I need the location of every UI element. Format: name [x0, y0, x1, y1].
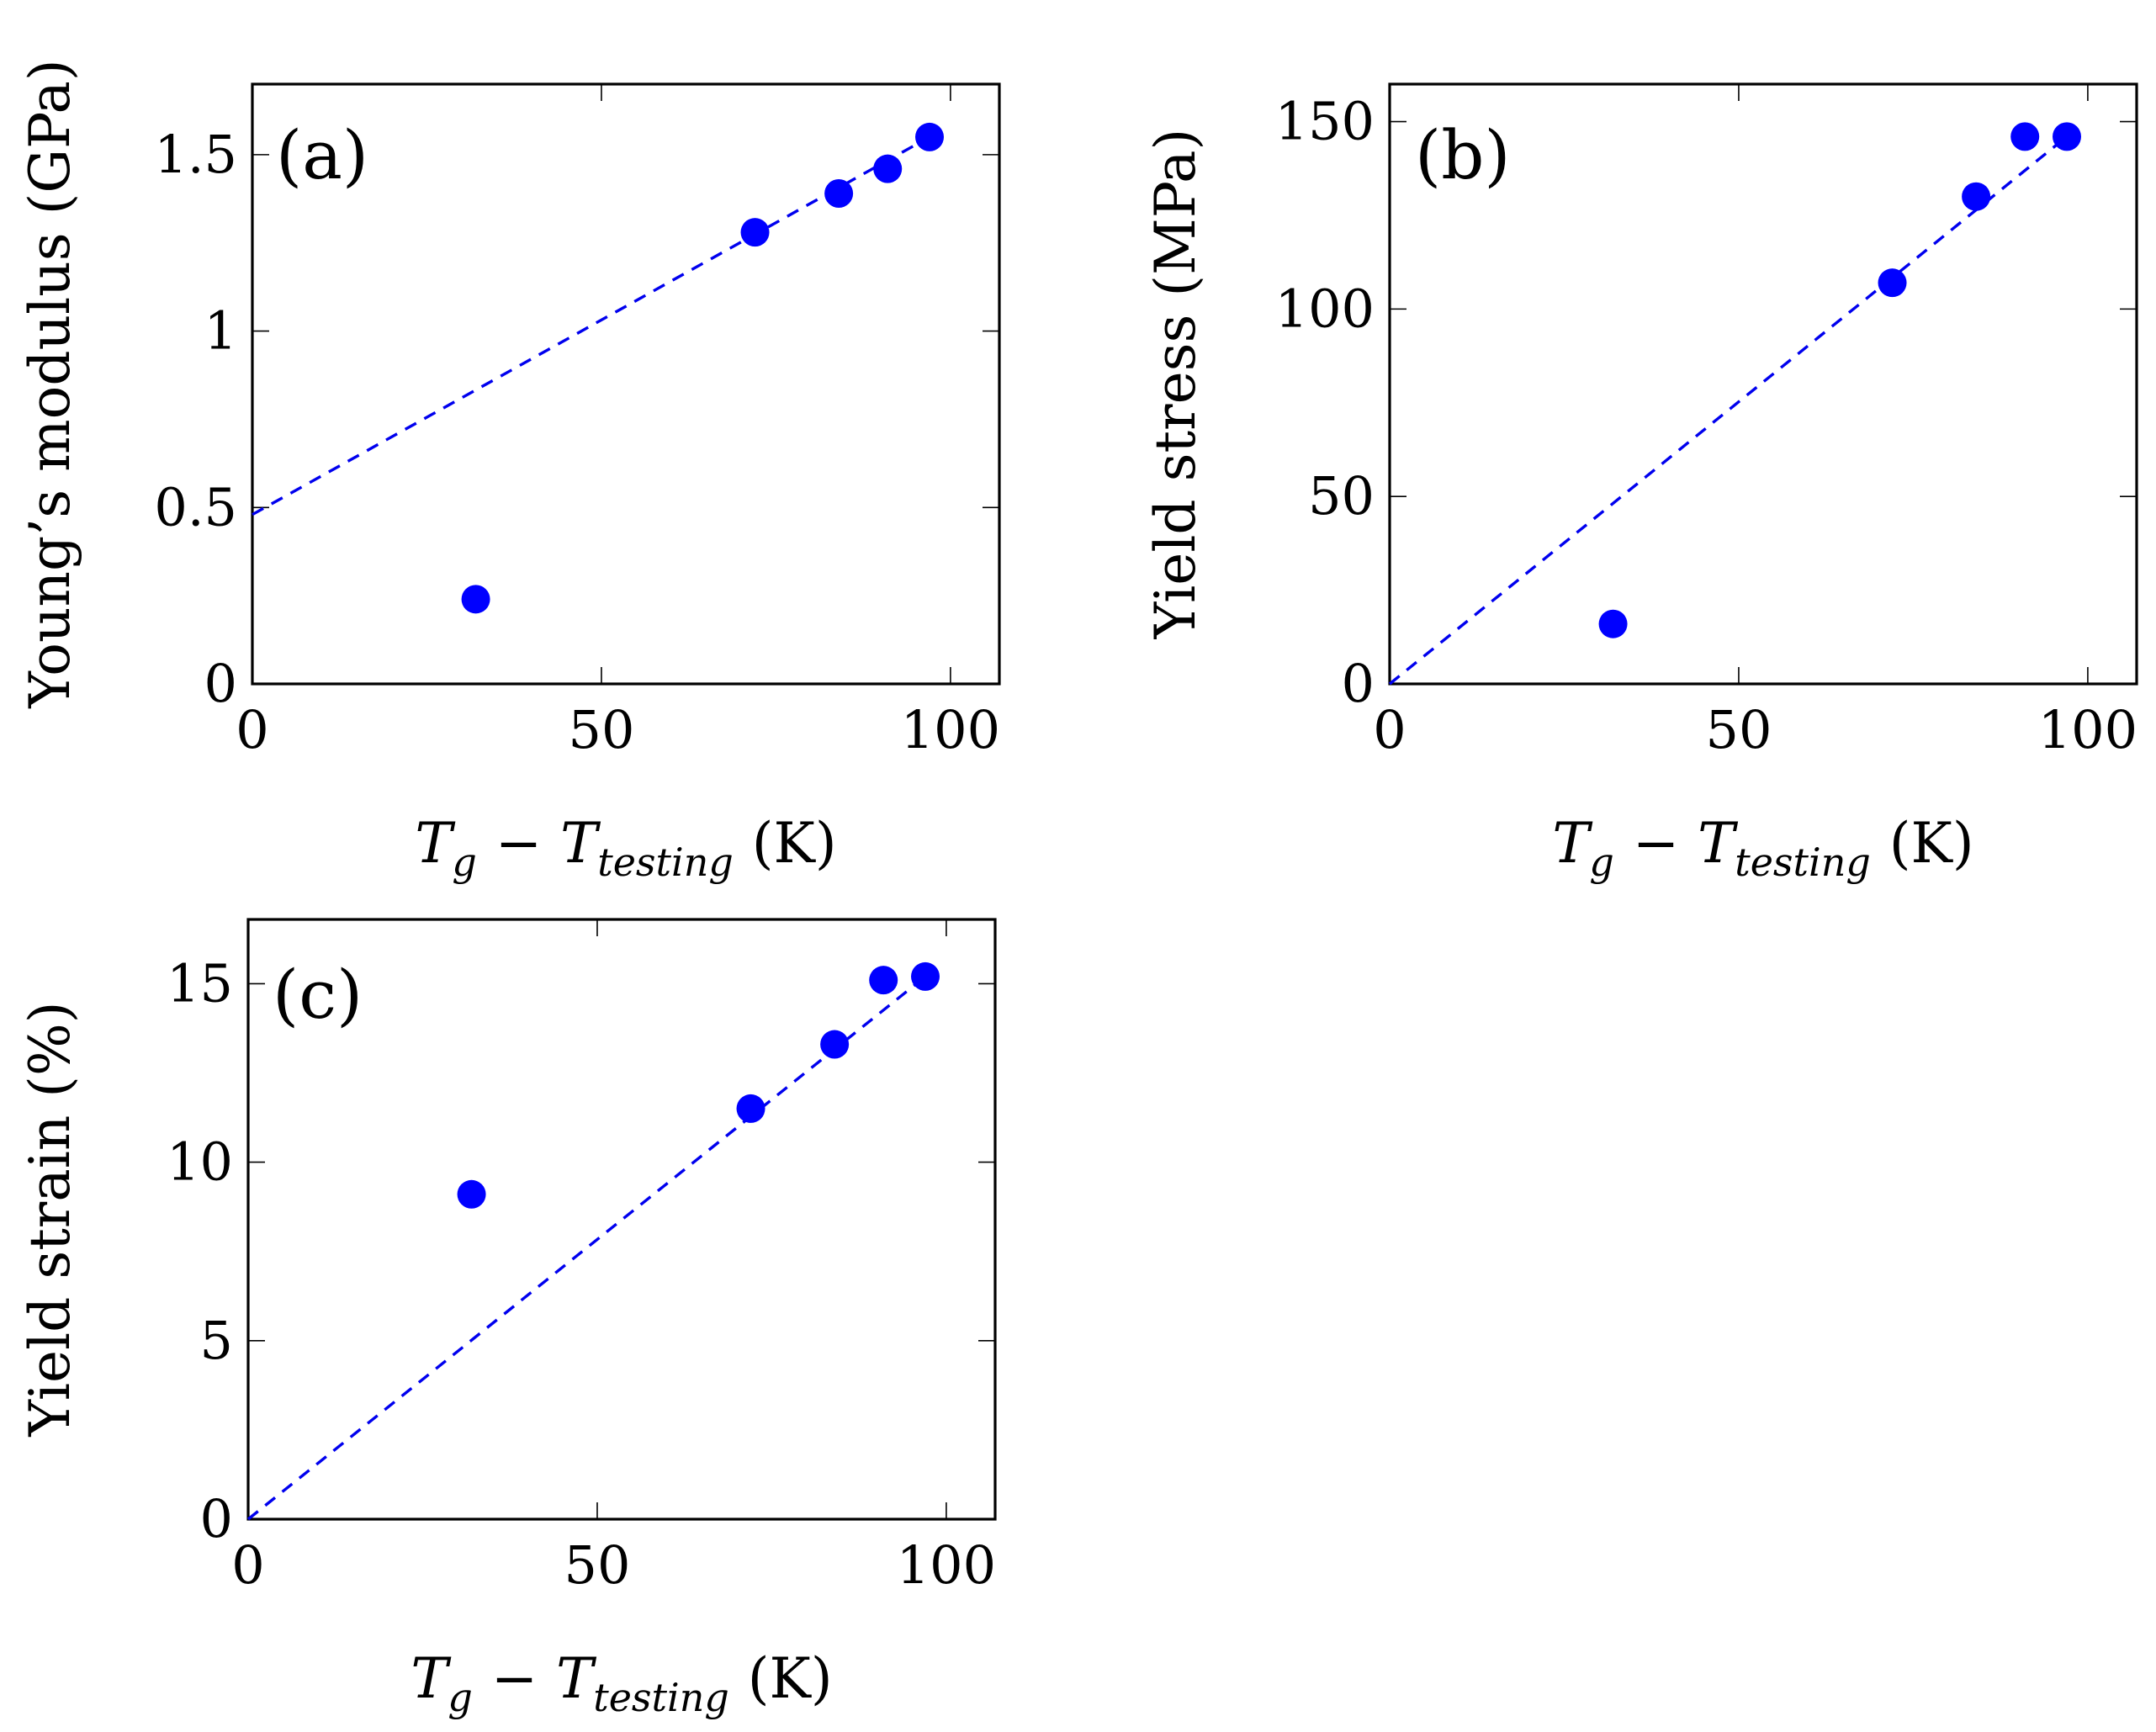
x-tick-label: 100	[897, 1534, 996, 1596]
panel-a: 0 50 100 0 0.5 1 1.5 (a) Tg − Ttesting (K) Young’…	[18, 59, 1001, 885]
x-tick-label: 100	[2038, 699, 2137, 760]
data-point	[820, 1030, 850, 1059]
plot-frame	[246, 918, 997, 1521]
y-tick-label: 0	[200, 1488, 233, 1549]
data-point	[873, 154, 903, 183]
fit-line	[1388, 135, 2069, 686]
x-tick-label: 50	[564, 1534, 631, 1596]
x-tick-label: 0	[1373, 699, 1406, 760]
data-point	[2010, 122, 2040, 151]
data-point	[1598, 609, 1628, 638]
x-axis-label: Tg − Ttesting (K)	[1552, 811, 1973, 885]
y-tick-label: 50	[1308, 465, 1375, 527]
data-point	[461, 585, 490, 614]
data-point	[2053, 122, 2082, 151]
data-point	[915, 122, 945, 151]
data-point	[824, 179, 854, 209]
x-tick-label: 0	[236, 699, 268, 760]
y-tick-label: 1.5	[154, 124, 237, 185]
x-tick-label: 100	[901, 699, 1000, 760]
y-tick-label: 10	[167, 1131, 233, 1193]
panel-label: (a)	[276, 116, 368, 194]
data-point	[911, 961, 940, 991]
data-point	[1878, 268, 1907, 298]
x-axis-label: Tg − Ttesting (K)	[411, 1646, 832, 1720]
y-tick-label: 1	[204, 300, 237, 362]
plot-frame	[251, 82, 1001, 686]
panel-c: 0 50 100 0 5 10 15 (c) Tg − Ttesting (K) Yield st…	[18, 918, 997, 1720]
y-tick-label: 150	[1275, 91, 1375, 152]
y-tick-label: 100	[1275, 278, 1375, 339]
y-tick-label: 15	[167, 952, 233, 1014]
data-point	[736, 1094, 765, 1123]
panel-label: (c)	[273, 956, 363, 1034]
y-axis-label: Young’s modulus (GPa)	[18, 59, 82, 708]
data-point	[457, 1179, 486, 1209]
plot-frame	[1388, 82, 2138, 686]
fit-line	[252, 135, 930, 516]
panel-label: (b)	[1415, 116, 1511, 194]
x-tick-label: 0	[231, 1534, 264, 1596]
y-tick-label: 0	[1342, 653, 1375, 714]
y-axis-label: Yield strain (%)	[18, 1001, 82, 1437]
data-point	[869, 966, 898, 995]
x-tick-label: 50	[569, 699, 635, 760]
y-tick-label: 5	[200, 1310, 233, 1371]
data-point	[1962, 182, 1991, 211]
x-tick-label: 50	[1706, 699, 1772, 760]
panel-b: 0 50 100 0 50 100 150 (b) Tg − Ttesting (K) Yield…	[1143, 82, 2138, 885]
y-tick-label: 0	[204, 653, 237, 714]
y-tick-label: 0.5	[154, 476, 237, 538]
data-point	[740, 218, 770, 247]
y-axis-label: Yield stress (MPa)	[1143, 129, 1208, 640]
x-axis-label: Tg − Ttesting (K)	[415, 811, 836, 885]
fit-line	[246, 975, 927, 1521]
